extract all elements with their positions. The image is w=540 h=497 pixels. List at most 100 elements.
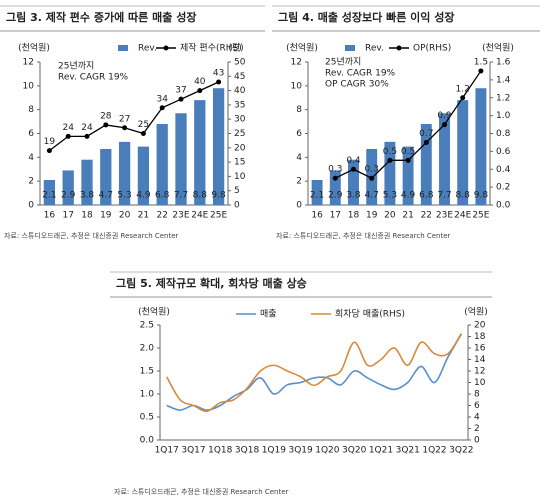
bar: [137, 146, 150, 205]
line-marker: [405, 157, 411, 163]
bar-value-label: 4.9: [136, 191, 151, 201]
y-tick-label: 0.0: [140, 436, 155, 446]
bar-value-label: 4.7: [365, 191, 379, 201]
y2-tick-label: 0: [234, 201, 240, 211]
bar: [43, 179, 56, 205]
bar: [100, 148, 112, 205]
y2-tick-label: 25: [234, 129, 245, 139]
line-value-label: 19: [44, 137, 56, 147]
y2-tick-label: 40: [234, 86, 246, 96]
y2-tick-label: 1.4: [496, 75, 511, 85]
legend-swatch: [345, 45, 355, 51]
line-value-label: 0.7: [419, 129, 433, 139]
x-tick-label: 3Q18: [235, 446, 260, 456]
bar-value-label: 4.9: [401, 191, 416, 201]
line-marker: [140, 131, 146, 136]
y-axis-unit: (천억원): [18, 42, 50, 54]
y2-axis-unit: (편): [228, 42, 243, 54]
line-marker: [84, 133, 90, 139]
line-marker: [216, 79, 222, 85]
y2-tick-label: 45: [234, 72, 245, 82]
annotation: Rev. CAGR 19%: [58, 73, 129, 83]
y2-tick-label: 20: [234, 143, 246, 153]
bar: [329, 170, 341, 205]
y2-tick-label: 10: [474, 378, 486, 388]
bar-value-label: 9.8: [474, 191, 489, 201]
line-value-label: 43: [213, 69, 224, 79]
line-marker: [460, 95, 466, 101]
annotation: 25년까지: [58, 61, 94, 72]
y-tick-label: 4: [28, 153, 34, 163]
bar: [311, 179, 323, 205]
bar-value-label: 6.8: [155, 191, 170, 201]
y-tick-label: 8: [296, 105, 302, 115]
line-value-label: 1.5: [474, 57, 488, 67]
y2-tick-label: 1.6: [496, 58, 511, 68]
bar: [175, 113, 187, 205]
y2-tick-label: 8: [474, 390, 480, 400]
y-tick-label: 1.0: [140, 390, 155, 400]
y-tick-label: 2: [28, 177, 34, 187]
line-marker: [46, 148, 52, 154]
bar: [420, 123, 432, 205]
line-marker: [369, 175, 375, 181]
y-tick-label: 12: [291, 58, 302, 68]
x-tick-label: 17: [62, 211, 73, 221]
line-value-label: 0.3: [365, 165, 379, 175]
y-tick-label: 10: [291, 81, 303, 91]
annotation: Rev. CAGR 19%: [325, 69, 396, 79]
x-tick-label: 3Q21: [396, 446, 420, 456]
bar-value-label: 3.8: [346, 191, 361, 201]
y-tick-label: 2.0: [140, 344, 155, 354]
x-tick-label: 1Q20: [315, 446, 340, 456]
line-value-label: 28: [100, 111, 112, 121]
line-value-label: 0.5: [401, 147, 415, 157]
bar-value-label: 3.8: [80, 191, 95, 201]
y2-tick-label: 1.0: [496, 111, 511, 121]
line-value-label: 34: [156, 94, 168, 104]
line-marker: [103, 122, 109, 128]
y2-axis-unit: (억원): [464, 306, 488, 318]
line-marker: [159, 105, 165, 111]
bar: [156, 123, 168, 205]
y2-tick-label: 14: [474, 355, 486, 365]
y2-tick-label: 15: [234, 158, 245, 168]
y2-tick-label: 20: [474, 321, 486, 331]
x-tick-label: 25E: [472, 211, 489, 221]
bar-value-label: 5.3: [117, 191, 131, 201]
chart-title: 그림 3. 제작 편수 증가에 따른 매출 성장: [6, 10, 196, 24]
line-value-label: 24: [62, 123, 74, 133]
line-value-label: 0.3: [328, 165, 342, 175]
y-axis-unit: (천억원): [138, 306, 170, 318]
x-tick-label: 1Q19: [262, 446, 287, 456]
y2-tick-label: 50: [234, 58, 246, 68]
legend-label: 매출: [260, 309, 277, 320]
x-tick-label: 20: [384, 211, 396, 221]
line-marker: [65, 133, 71, 139]
line-marker: [197, 88, 203, 94]
y2-tick-label: 16: [474, 344, 486, 354]
x-tick-label: 22: [156, 211, 167, 221]
y2-tick-label: 6: [474, 401, 480, 411]
x-tick-label: 25E: [210, 211, 227, 221]
bar: [457, 100, 469, 205]
bar-value-label: 8.8: [193, 191, 208, 201]
y2-tick-label: 0.8: [496, 129, 511, 139]
line-marker: [178, 96, 184, 102]
legend-label: Rev.: [365, 44, 384, 54]
bar-value-label: 8.8: [456, 191, 471, 201]
y2-axis-unit: (천억원): [482, 42, 514, 54]
y-tick-label: 6: [28, 129, 34, 139]
line-marker: [423, 139, 429, 145]
y2-tick-label: 4: [474, 413, 480, 423]
bar: [402, 146, 414, 205]
x-tick-label: 1Q21: [369, 446, 393, 456]
x-tick-label: 16: [311, 211, 323, 221]
y-tick-label: 8: [28, 105, 34, 115]
bar: [212, 88, 225, 205]
y-tick-label: 1.5: [140, 367, 154, 377]
bar: [475, 88, 487, 205]
line-series: [49, 81, 219, 152]
x-tick-label: 1Q17: [155, 446, 179, 456]
x-tick-label: 22: [421, 211, 432, 221]
